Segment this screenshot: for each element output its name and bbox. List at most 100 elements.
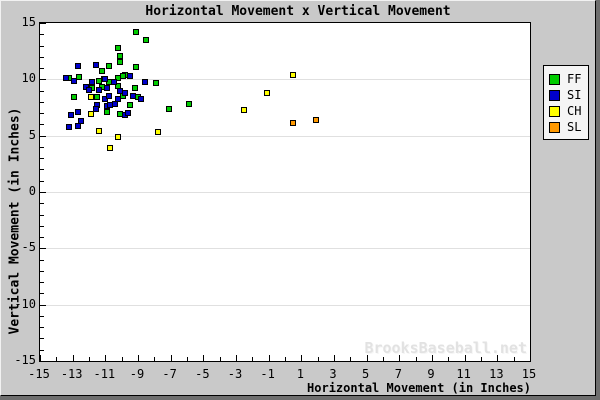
y-minor-tick xyxy=(40,203,44,204)
y-minor-tick xyxy=(40,282,44,283)
data-point-si xyxy=(102,76,109,83)
legend-swatch-ff-icon xyxy=(549,73,560,85)
legend-swatch-si-icon xyxy=(549,89,560,101)
y-tick-label: 5 xyxy=(28,127,36,142)
data-point-si xyxy=(121,89,128,96)
x-tick-label: 9 xyxy=(427,367,435,381)
y-major-tick xyxy=(40,23,46,24)
data-point-ch xyxy=(264,89,270,96)
x-major-tick xyxy=(236,355,237,361)
data-point-si xyxy=(104,85,110,92)
x-minor-tick xyxy=(187,357,188,361)
x-major-tick xyxy=(367,355,368,361)
data-point-ff xyxy=(126,102,133,109)
y-minor-tick xyxy=(40,169,44,170)
data-point-ff xyxy=(166,105,172,112)
x-minor-tick xyxy=(318,357,319,361)
x-tick-label: -1 xyxy=(260,367,275,381)
data-point-ff xyxy=(133,29,140,35)
y-major-tick xyxy=(40,136,46,137)
data-point-ch xyxy=(290,71,297,78)
legend-swatch-ch-icon xyxy=(549,105,560,117)
data-point-si xyxy=(105,93,112,100)
y-tick-label: 10 xyxy=(21,71,36,86)
x-major-tick xyxy=(497,355,498,361)
x-minor-tick xyxy=(252,357,253,361)
data-point-ch xyxy=(87,94,94,101)
data-point-si xyxy=(92,105,99,112)
data-point-ch xyxy=(115,133,122,140)
x-tick-label: 7 xyxy=(394,367,402,381)
data-point-ff xyxy=(76,74,83,81)
data-point-ff xyxy=(115,44,122,51)
y-tick-label: -5 xyxy=(21,240,36,255)
x-minor-tick xyxy=(285,357,286,361)
y-minor-tick xyxy=(40,293,44,294)
y-minor-tick xyxy=(40,181,44,182)
legend-box: FF SI CH SL xyxy=(543,65,589,140)
x-tick-label: -13 xyxy=(60,367,83,381)
x-minor-tick xyxy=(481,357,482,361)
y-minor-tick xyxy=(40,124,44,125)
gridline-y5 xyxy=(40,136,530,137)
x-major-tick xyxy=(399,355,400,361)
x-major-tick xyxy=(40,355,41,361)
data-point-si xyxy=(68,112,74,119)
data-point-si xyxy=(110,78,117,85)
plot-area: BrooksBaseball.net xyxy=(39,22,531,362)
y-minor-tick xyxy=(40,338,44,339)
x-minor-tick xyxy=(89,357,90,361)
data-point-si xyxy=(86,86,92,93)
legend-row-ff: FF xyxy=(549,71,588,87)
legend-row-ch: CH xyxy=(549,103,588,119)
data-point-ch xyxy=(87,111,94,118)
x-axis-label: Horizontal Movement (in Inches) xyxy=(307,381,531,395)
legend-label-ch: CH xyxy=(567,104,582,118)
y-tick-label: -10 xyxy=(14,296,36,311)
x-major-tick xyxy=(465,355,466,361)
data-point-si xyxy=(74,109,81,115)
legend-swatch-sl-icon xyxy=(549,121,560,133)
y-major-tick xyxy=(40,79,46,80)
x-tick-label: 15 xyxy=(521,367,537,381)
data-point-si xyxy=(74,62,81,69)
data-point-si xyxy=(95,86,102,93)
data-point-ff xyxy=(94,94,101,101)
data-point-ff xyxy=(117,52,123,59)
x-major-tick xyxy=(203,355,204,361)
x-major-tick xyxy=(269,355,270,361)
x-major-tick xyxy=(73,355,74,361)
x-tick-label: 1 xyxy=(296,367,304,381)
y-minor-tick xyxy=(40,327,44,328)
x-minor-tick xyxy=(122,357,123,361)
gridline-y0 xyxy=(40,192,530,193)
data-point-ch xyxy=(95,128,102,135)
data-point-si xyxy=(126,73,133,79)
data-point-ff xyxy=(133,63,140,70)
data-point-si xyxy=(141,78,148,85)
data-point-ff xyxy=(71,94,78,101)
data-point-ff xyxy=(99,68,106,75)
data-point-si xyxy=(107,102,114,109)
watermark: BrooksBaseball.net xyxy=(364,339,527,357)
x-tick-label: -3 xyxy=(227,367,243,381)
y-minor-tick xyxy=(40,113,44,114)
y-minor-tick xyxy=(40,158,44,159)
gridline-y10 xyxy=(40,79,530,80)
y-major-tick xyxy=(40,248,46,249)
x-major-tick xyxy=(138,355,139,361)
y-minor-tick xyxy=(40,46,44,47)
x-major-tick xyxy=(105,355,106,361)
data-point-si xyxy=(63,75,70,82)
x-major-tick xyxy=(301,355,302,361)
data-point-si xyxy=(74,122,81,129)
data-point-si xyxy=(115,95,122,102)
legend-label-si: SI xyxy=(567,88,582,102)
data-point-ff xyxy=(104,109,110,115)
data-point-ff xyxy=(143,36,150,43)
x-tick-label: 3 xyxy=(329,367,337,381)
data-point-si xyxy=(92,61,99,68)
y-minor-tick xyxy=(40,350,44,351)
data-point-si xyxy=(71,77,78,84)
